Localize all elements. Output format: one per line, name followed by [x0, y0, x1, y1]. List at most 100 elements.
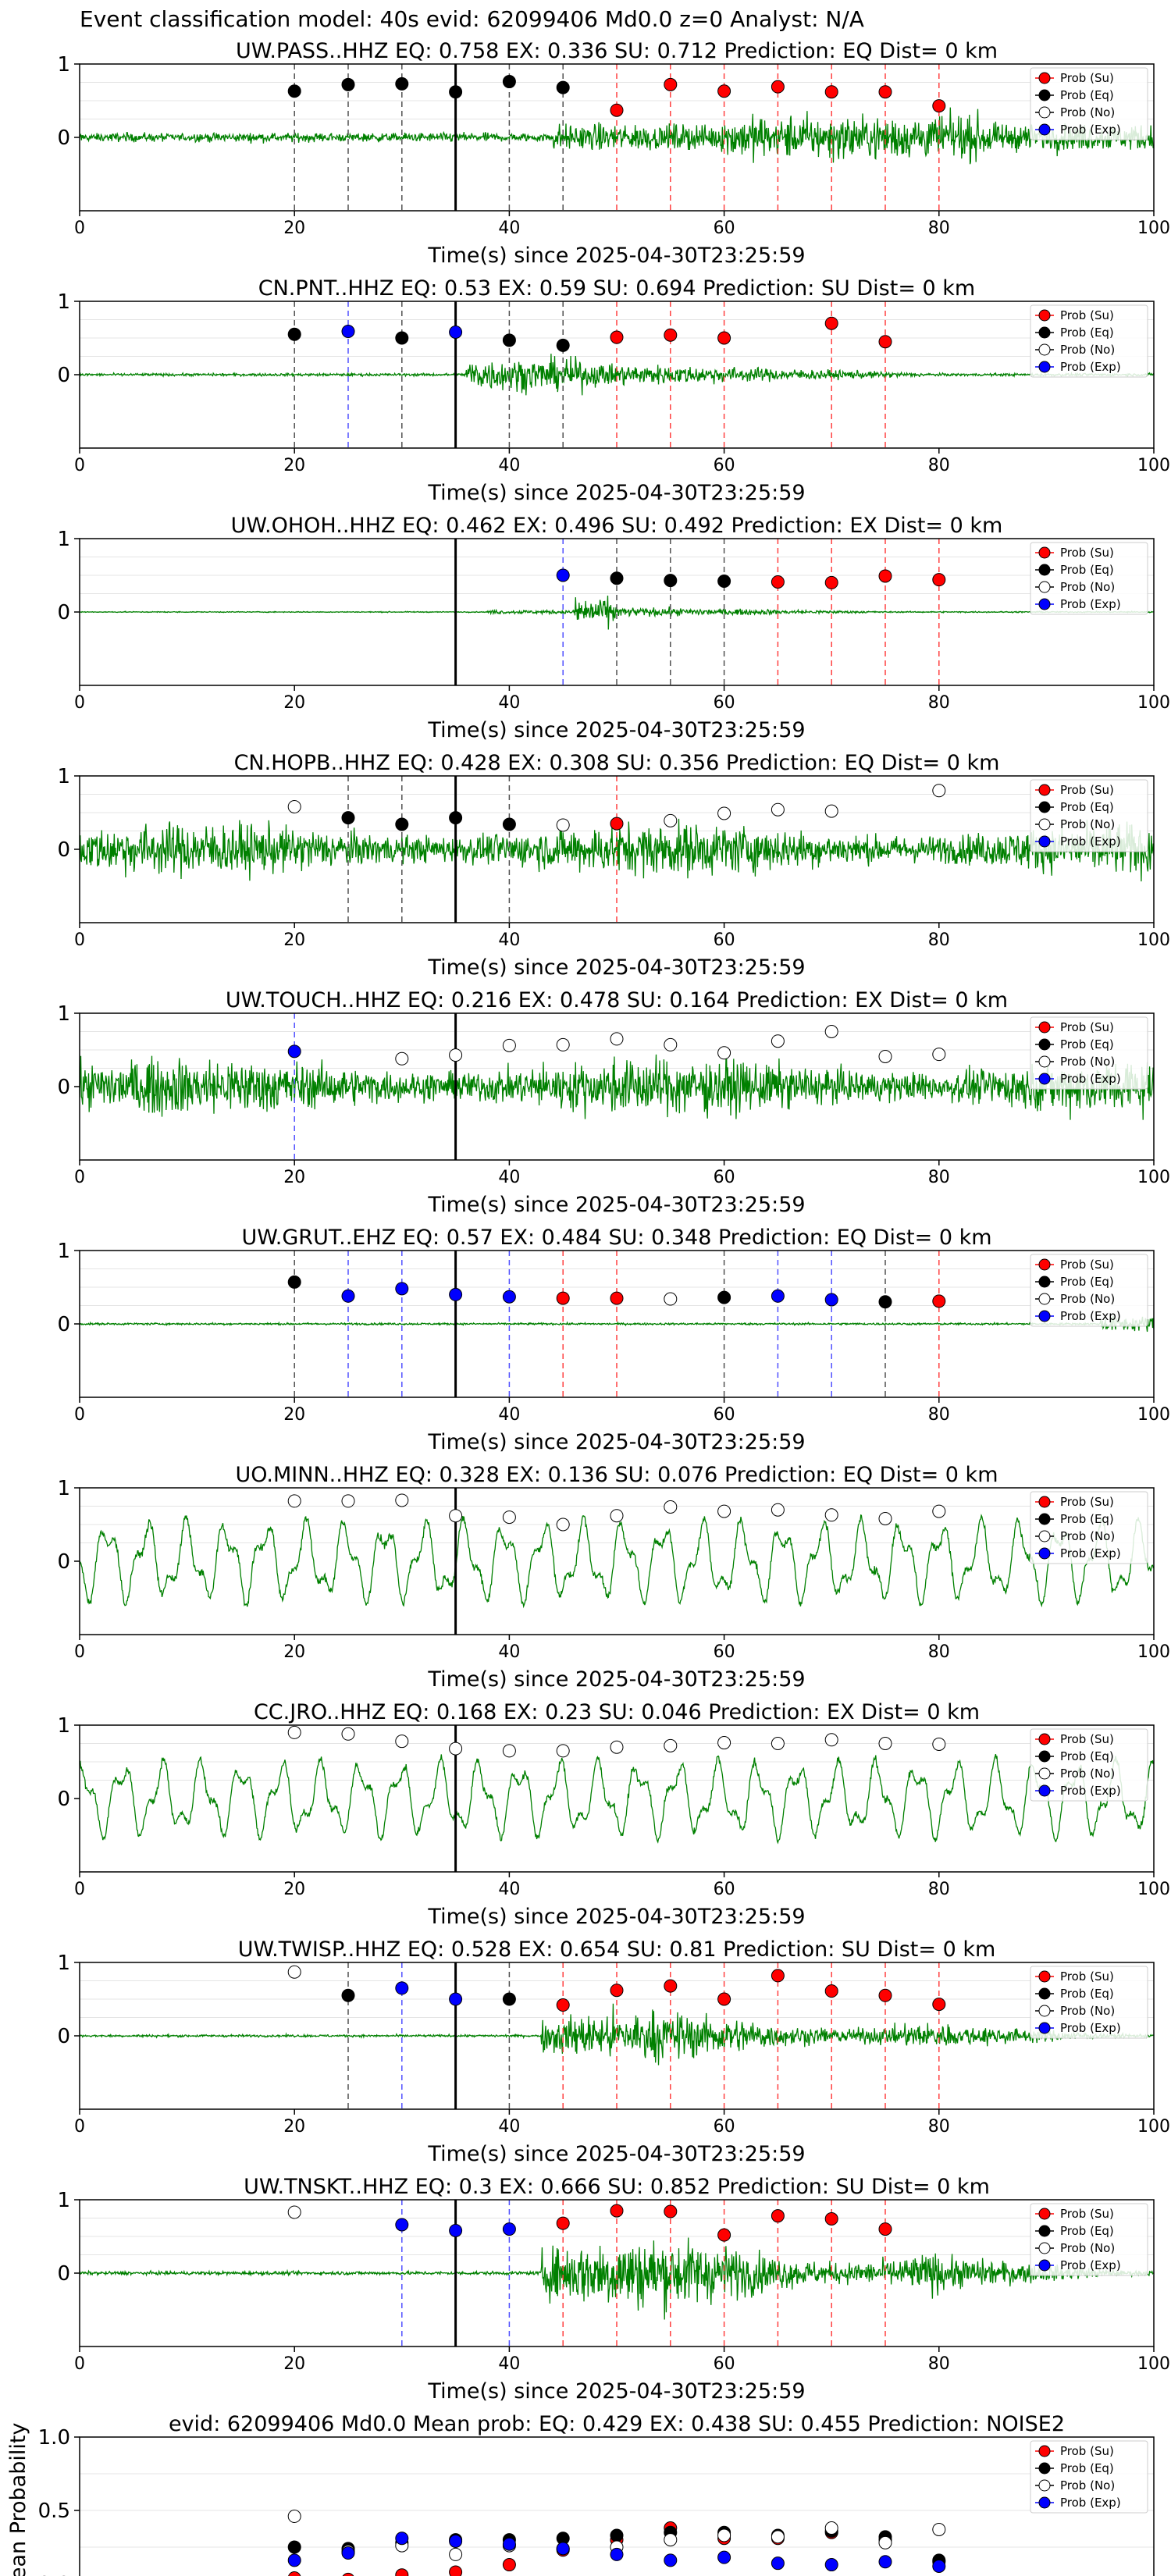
probability-point — [664, 1500, 678, 1514]
probability-point — [502, 75, 516, 89]
legend-label: Prob (Su) — [1060, 71, 1114, 85]
x-tick-label: 40 — [498, 693, 520, 713]
probability-point — [287, 1044, 301, 1059]
x-tick-label: 20 — [283, 693, 305, 713]
mean-probability-point — [449, 2534, 463, 2548]
legend-marker — [1038, 835, 1051, 848]
x-tick-label: 100 — [1137, 456, 1170, 475]
probability-point — [287, 1965, 301, 1979]
panel: UW.PASS..HHZ EQ: 0.758 EX: 0.336 SU: 0.7… — [57, 39, 1170, 268]
y-tick-label: 0 — [57, 1313, 70, 1336]
x-tick-label: 60 — [714, 693, 735, 713]
legend-label: Prob (Exp) — [1060, 1072, 1121, 1086]
plot-area — [80, 64, 1154, 211]
legend-marker — [1038, 1513, 1051, 1525]
probability-point — [610, 1032, 624, 1046]
mean-probability-point — [395, 2532, 409, 2546]
y-tick-label: 0 — [57, 2025, 70, 2048]
x-tick-label: 60 — [714, 219, 735, 238]
legend-label: Prob (Su) — [1060, 783, 1114, 797]
panel: CN.HOPB..HHZ EQ: 0.428 EX: 0.308 SU: 0.3… — [57, 751, 1170, 980]
legend-label: Prob (Exp) — [1060, 1546, 1121, 1560]
plot-area — [80, 1251, 1154, 1397]
x-tick-label: 80 — [928, 1880, 950, 1899]
legend-marker — [1038, 1038, 1051, 1051]
legend-marker — [1038, 564, 1051, 576]
y-tick-label: 0 — [57, 838, 70, 862]
legend-box — [1030, 2203, 1148, 2276]
legend-label: Prob (No) — [1060, 817, 1115, 831]
legend-label: Prob (Eq) — [1060, 2461, 1114, 2475]
probability-point — [932, 99, 946, 113]
legend-marker — [1038, 309, 1051, 322]
plot-area — [80, 301, 1154, 448]
mean-probability-point — [878, 2555, 892, 2569]
probability-point — [610, 103, 624, 117]
probability-point — [395, 76, 409, 91]
probability-point — [771, 1969, 785, 1983]
y-tick-label: 0 — [57, 126, 70, 150]
probability-point — [878, 1737, 892, 1750]
legend-box — [1030, 1016, 1148, 1090]
figure-suptitle: Event classification model: 40s evid: 62… — [80, 6, 864, 32]
probability-point — [502, 2222, 516, 2236]
probability-point — [395, 1051, 409, 1066]
probability-point — [664, 328, 678, 342]
panel: evid: 62099406 Md0.0 Mean prob: EQ: 0.42… — [6, 2412, 1155, 2576]
legend-label: Prob (No) — [1060, 1055, 1115, 1069]
probability-point — [610, 1509, 624, 1523]
probability-point — [824, 1293, 838, 1307]
legend-label: Prob (Su) — [1060, 1258, 1114, 1272]
probability-point — [287, 799, 301, 813]
legend-marker — [1038, 581, 1051, 593]
mean-probability-point — [824, 2521, 838, 2535]
legend-label: Prob (No) — [1060, 2004, 1115, 2018]
x-tick-label: 0 — [74, 2117, 85, 2137]
probability-point — [878, 1988, 892, 2002]
legend-label: Prob (No) — [1060, 1292, 1115, 1306]
legend-marker — [1038, 2022, 1051, 2034]
legend-marker — [1038, 1530, 1051, 1542]
probability-point — [556, 1037, 570, 1051]
panel: UO.MINN..HHZ EQ: 0.328 EX: 0.136 SU: 0.0… — [57, 1463, 1170, 1692]
probability-point — [932, 1048, 946, 1062]
legend-marker — [1038, 72, 1051, 84]
probability-point — [824, 1733, 838, 1747]
legend-label: Prob (Exp) — [1060, 2258, 1121, 2272]
legend-label: Prob (Su) — [1060, 2444, 1114, 2458]
probability-point — [771, 575, 785, 589]
legend-marker — [1038, 2479, 1051, 2492]
probability-point — [502, 333, 516, 347]
probability-point — [824, 1508, 838, 1522]
legend-label: Prob (Eq) — [1060, 1987, 1114, 2001]
legend-marker — [1038, 326, 1051, 339]
x-tick-label: 60 — [714, 930, 735, 950]
x-axis-label: Time(s) since 2025-04-30T23:25:59 — [427, 1667, 805, 1692]
probability-point — [502, 1744, 516, 1758]
y-tick-label: 0.5 — [38, 2500, 70, 2523]
legend-marker — [1038, 2462, 1051, 2475]
probability-point — [824, 575, 838, 589]
probability-point — [878, 1295, 892, 1309]
legend: Prob (Su) Prob (Eq) Prob (No) Prob (Exp) — [1030, 67, 1148, 141]
probability-point — [932, 573, 946, 587]
probability-point — [664, 77, 678, 91]
legend-marker — [1038, 2496, 1051, 2509]
mean-probability-point — [287, 2553, 301, 2567]
y-tick-label: 0.0 — [38, 2573, 70, 2576]
x-tick-label: 100 — [1137, 219, 1170, 238]
legend-box — [1030, 542, 1148, 615]
probability-point — [717, 1992, 731, 2006]
probability-point — [771, 802, 785, 817]
legend-marker — [1038, 1987, 1051, 2000]
probability-point — [878, 1049, 892, 1063]
panel: UW.OHOH..HHZ EQ: 0.462 EX: 0.496 SU: 0.4… — [57, 514, 1170, 742]
x-tick-label: 0 — [74, 2354, 85, 2374]
waveform-line — [80, 1315, 1154, 1332]
legend: Prob (Su) Prob (Eq) Prob (No) Prob (Exp) — [1030, 542, 1148, 615]
legend-marker — [1038, 801, 1051, 813]
probability-point — [610, 1984, 624, 1998]
legend-label: Prob (Eq) — [1060, 1037, 1114, 1051]
x-tick-label: 40 — [498, 2117, 520, 2137]
plot-area — [80, 1488, 1154, 1635]
